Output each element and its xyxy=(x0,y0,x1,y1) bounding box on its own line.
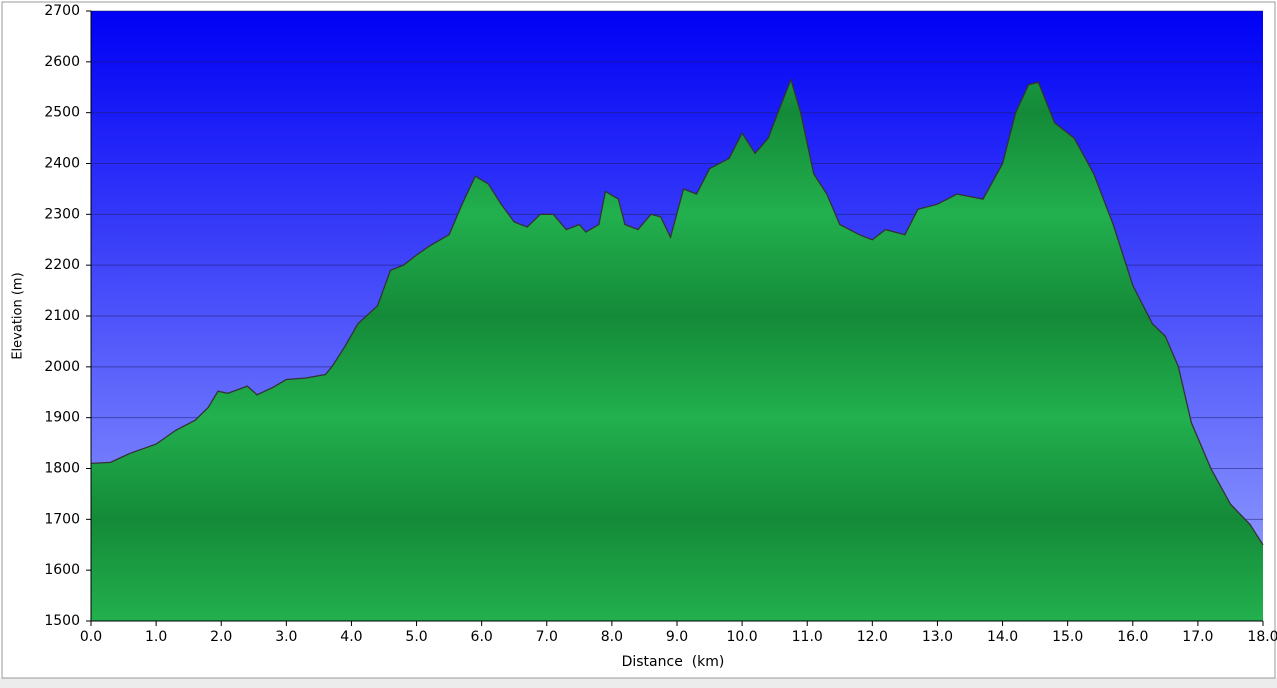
y-tick-label: 2700 xyxy=(44,3,80,19)
x-tick-label: 10.0 xyxy=(727,629,758,645)
y-tick-label: 1600 xyxy=(44,562,80,578)
x-tick-label: 16.0 xyxy=(1117,629,1148,645)
x-tick-label: 12.0 xyxy=(857,629,888,645)
x-tick-label: 15.0 xyxy=(1052,629,1083,645)
y-tick-label: 2300 xyxy=(44,206,80,222)
x-tick-label: 6.0 xyxy=(471,629,493,645)
x-tick-label: 8.0 xyxy=(601,629,623,645)
x-axis-title: Distance (km) xyxy=(622,654,725,670)
x-tick-label: 7.0 xyxy=(536,629,558,645)
y-tick-label: 2100 xyxy=(44,308,80,324)
x-tick-label: 4.0 xyxy=(340,629,362,645)
y-tick-label: 2500 xyxy=(44,105,80,121)
y-tick-label: 2000 xyxy=(44,359,80,375)
y-tick-label: 1700 xyxy=(44,511,80,527)
x-tick-label: 17.0 xyxy=(1182,629,1213,645)
y-tick-label: 1800 xyxy=(44,461,80,477)
y-tick-label: 1900 xyxy=(44,410,80,426)
x-tick-label: 11.0 xyxy=(792,629,823,645)
y-tick-label: 1500 xyxy=(44,613,80,629)
x-tick-label: 14.0 xyxy=(987,629,1018,645)
x-tick-label: 0.0 xyxy=(80,629,102,645)
x-tick-label: 3.0 xyxy=(275,629,297,645)
y-axis-title: Elevation (m) xyxy=(11,272,26,359)
y-tick-label: 2200 xyxy=(44,257,80,273)
y-tick-label: 2600 xyxy=(44,54,80,70)
x-tick-label: 13.0 xyxy=(922,629,953,645)
x-tick-label: 1.0 xyxy=(145,629,167,645)
y-tick-label: 2400 xyxy=(44,156,80,172)
x-tick-label: 18.0 xyxy=(1247,629,1277,645)
x-tick-label: 5.0 xyxy=(405,629,427,645)
elevation-area xyxy=(91,79,1263,622)
x-tick-label: 9.0 xyxy=(666,629,688,645)
x-tick-label: 2.0 xyxy=(210,629,232,645)
elevation-line xyxy=(90,77,1264,546)
